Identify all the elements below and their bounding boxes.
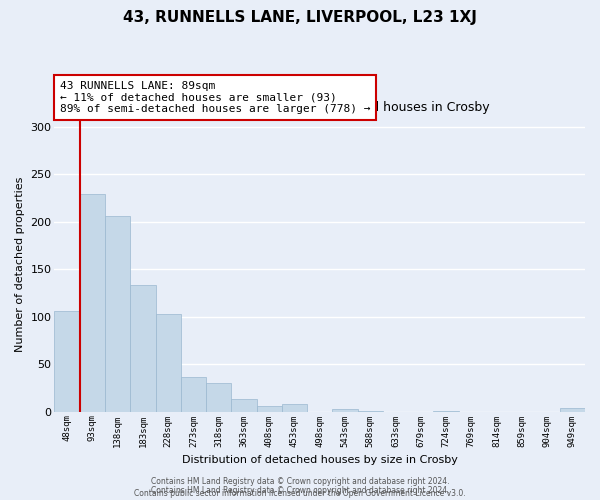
- Bar: [358, 410, 383, 412]
- Bar: [80, 194, 105, 412]
- Bar: [105, 216, 130, 412]
- Bar: [130, 286, 155, 412]
- Text: 43 RUNNELLS LANE: 89sqm
← 11% of detached houses are smaller (93)
89% of semi-de: 43 RUNNELLS LANE: 89sqm ← 11% of detache…: [60, 81, 370, 114]
- Text: 43, RUNNELLS LANE, LIVERPOOL, L23 1XJ: 43, RUNNELLS LANE, LIVERPOOL, L23 1XJ: [123, 10, 477, 25]
- Text: Contains HM Land Registry data © Crown copyright and database right 2024.: Contains HM Land Registry data © Crown c…: [151, 486, 449, 495]
- Y-axis label: Number of detached properties: Number of detached properties: [15, 176, 25, 352]
- Bar: [332, 409, 358, 412]
- Bar: [433, 410, 458, 412]
- X-axis label: Distribution of detached houses by size in Crosby: Distribution of detached houses by size …: [182, 455, 458, 465]
- Bar: [257, 406, 282, 411]
- Bar: [181, 378, 206, 412]
- Bar: [560, 408, 585, 412]
- Bar: [155, 314, 181, 412]
- Bar: [55, 311, 80, 412]
- Bar: [232, 400, 257, 411]
- Bar: [206, 383, 232, 412]
- Title: Size of property relative to detached houses in Crosby: Size of property relative to detached ho…: [149, 102, 490, 114]
- Text: Contains HM Land Registry data © Crown copyright and database right 2024.
Contai: Contains HM Land Registry data © Crown c…: [134, 476, 466, 498]
- Bar: [282, 404, 307, 411]
